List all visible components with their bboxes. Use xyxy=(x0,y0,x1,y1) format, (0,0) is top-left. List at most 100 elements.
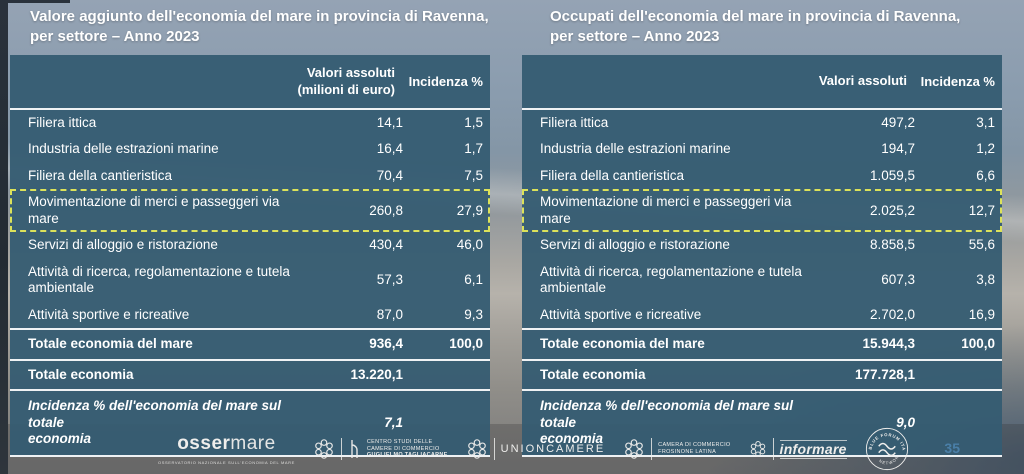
camere-commercio-rosette-icon xyxy=(625,439,644,459)
col-header-incidenza: Incidenza % xyxy=(408,74,483,89)
camere-commercio-rosette-icon xyxy=(750,441,765,457)
ossermare-light-part: mare xyxy=(230,432,276,454)
row-label: Totale economia del mare xyxy=(540,336,705,352)
row-value: 1.059,5 xyxy=(869,167,915,183)
frosinone-line1: Camera di commercio xyxy=(658,442,731,449)
row-label: Incidenza % dell'economia del mare sul t… xyxy=(540,398,794,447)
row-label: Filiera della cantieristica xyxy=(540,167,685,183)
row-value: 607,3 xyxy=(881,272,915,288)
row-label: Filiera ittica xyxy=(28,115,97,130)
row-label: Filiera ittica xyxy=(540,115,609,130)
camere-commercio-rosette-icon xyxy=(467,439,486,459)
row-value: 87,0 xyxy=(376,306,403,322)
informare-wordmark-block: informare xyxy=(779,438,847,460)
row-value: 430,4 xyxy=(369,237,403,253)
left-edge-dark-strip xyxy=(0,0,8,474)
row-value: 260,8 xyxy=(369,202,403,218)
frosinone-text: Camera di commercio Frosinone Latina xyxy=(658,442,730,456)
row-value: 2.702,0 xyxy=(869,306,915,322)
table-row: Attività sportive e ricreative 2.702,0 1… xyxy=(522,302,1002,328)
col-header-incidenza: Incidenza % xyxy=(920,74,995,89)
left-table: Valori assoluti (milioni di euro) Incide… xyxy=(10,55,490,457)
ossermare-bold-part: osser xyxy=(177,432,231,454)
row-label: Industria delle estrazioni marine xyxy=(540,141,731,157)
row-incidence: 1,7 xyxy=(464,141,483,157)
table-row: Filiera ittica 497,2 3,1 xyxy=(522,110,1002,136)
left-table-header: Valori assoluti (milioni di euro) Incide… xyxy=(10,55,490,110)
ossermare-logo: ossermare OSSERVATORIO NAZIONALE SULL'EC… xyxy=(158,434,295,465)
row-incidence: 46,0 xyxy=(456,237,483,253)
row-value: 7,1 xyxy=(384,414,403,430)
row-label: Attività sportive e ricreative xyxy=(28,306,190,322)
table-row: Attività di ricerca, regolamentazione e … xyxy=(10,259,490,302)
row-incidence: 55,6 xyxy=(968,237,995,253)
row-label: Totale economia xyxy=(28,366,134,382)
row-incidence: 3,1 xyxy=(976,115,995,130)
row-value: 2.025,2 xyxy=(869,202,915,218)
row-incidence: 1,5 xyxy=(464,115,483,130)
table-row-highlighted: Movimentazione di merci e passeggeri via… xyxy=(522,189,1002,233)
tagliacarne-line2: Camere di commercio xyxy=(366,445,440,452)
frosinone-latina-logo: Camera di commercio Frosinone Latina xyxy=(623,438,730,460)
sea-share-row: Incidenza % dell'economia del mare sul t… xyxy=(522,389,1002,454)
col-header-valori-assoluti: Valori assoluti xyxy=(818,73,907,89)
top-left-dark-sliver xyxy=(0,0,70,3)
table-row: Filiera della cantieristica 1.059,5 6,6 xyxy=(522,163,1002,189)
divider xyxy=(493,438,495,460)
row-incidence: 6,6 xyxy=(976,167,995,183)
row-incidence: 27,9 xyxy=(456,202,483,218)
informare-top-rule xyxy=(779,439,847,441)
row-value: 70,4 xyxy=(376,167,403,183)
tagliacarne-line1: Centro studi delle xyxy=(366,438,433,445)
divider xyxy=(651,438,653,460)
row-value: 14,1 xyxy=(376,115,403,130)
row-label: Attività sportive e ricreative xyxy=(540,306,702,322)
row-label: Totale economia del mare xyxy=(28,336,193,352)
row-label: Movimentazione di merci e passeggeri via… xyxy=(28,194,280,226)
ossermare-tagline: OSSERVATORIO NAZIONALE SULL'ECONOMIA DEL… xyxy=(158,459,295,465)
blue-forum-italia-seal: BLUE FORUM ITALIA NETWORK xyxy=(865,427,908,471)
row-incidence: 7,5 xyxy=(464,167,483,183)
row-value: 57,3 xyxy=(376,272,403,288)
row-incidence: 6,1 xyxy=(464,272,483,288)
right-table-title: Occupati dell'economia del mare in provi… xyxy=(550,8,961,46)
tagliacarne-line3: Guglielmo Tagliacarne xyxy=(366,452,448,459)
row-label: Servizi di alloggio e ristorazione xyxy=(28,237,218,253)
row-value: 9,0 xyxy=(896,414,915,430)
camere-commercio-rosette-icon xyxy=(315,439,333,459)
row-value: 936,4 xyxy=(369,336,403,352)
divider xyxy=(340,438,342,460)
unioncamere-wordmark: UNIONCAMERE xyxy=(500,443,606,455)
left-table-title: Valore aggiunto dell'economia del mare i… xyxy=(30,8,489,46)
row-incidence: 16,9 xyxy=(968,306,995,322)
row-incidence: 12,7 xyxy=(968,202,995,218)
footer-logo-strip: ossermare OSSERVATORIO NAZIONALE SULL'EC… xyxy=(158,427,909,471)
row-value: 194,7 xyxy=(881,141,915,157)
total-economy-row: Totale economia 13.220,1 xyxy=(10,358,490,389)
informare-wordmark: informare xyxy=(779,441,847,457)
table-row: Attività sportive e ricreative 87,0 9,3 xyxy=(10,302,490,328)
row-label: Attività di ricerca, regolamentazione e … xyxy=(28,263,290,296)
row-label: Servizi di alloggio e ristorazione xyxy=(540,237,730,253)
table-row: Servizi di alloggio e ristorazione 430,4… xyxy=(10,232,490,258)
total-sea-economy-row: Totale economia del mare 936,4 100,0 xyxy=(10,328,490,358)
tagliacarne-text: Centro studi delle Camere di commercio G… xyxy=(367,439,448,460)
informare-logo: informare xyxy=(749,438,847,460)
row-value: 8.858,5 xyxy=(869,237,915,253)
right-table-header: Valori assoluti Incidenza % xyxy=(522,55,1002,110)
row-incidence: 3,8 xyxy=(976,272,995,288)
row-value: 177.728,1 xyxy=(854,366,915,382)
divider xyxy=(772,438,774,460)
row-value: 13.220,1 xyxy=(350,366,403,382)
row-label: Totale economia xyxy=(540,366,646,382)
ossermare-wordmark: ossermare xyxy=(177,434,276,453)
table-row: Attività di ricerca, regolamentazione e … xyxy=(522,259,1002,302)
table-row: Servizi di alloggio e ristorazione 8.858… xyxy=(522,232,1002,258)
tagliacarne-logo: Centro studi delle Camere di commercio G… xyxy=(313,438,448,460)
row-label: Attività di ricerca, regolamentazione e … xyxy=(540,263,802,296)
frosinone-line2: Frosinone Latina xyxy=(658,449,717,455)
blueforum-top-text: BLUE FORUM ITALIA xyxy=(865,427,906,451)
row-label: Filiera della cantieristica xyxy=(28,167,173,183)
row-incidence: 9,3 xyxy=(464,306,483,322)
row-label: Movimentazione di merci e passeggeri via… xyxy=(540,194,792,226)
